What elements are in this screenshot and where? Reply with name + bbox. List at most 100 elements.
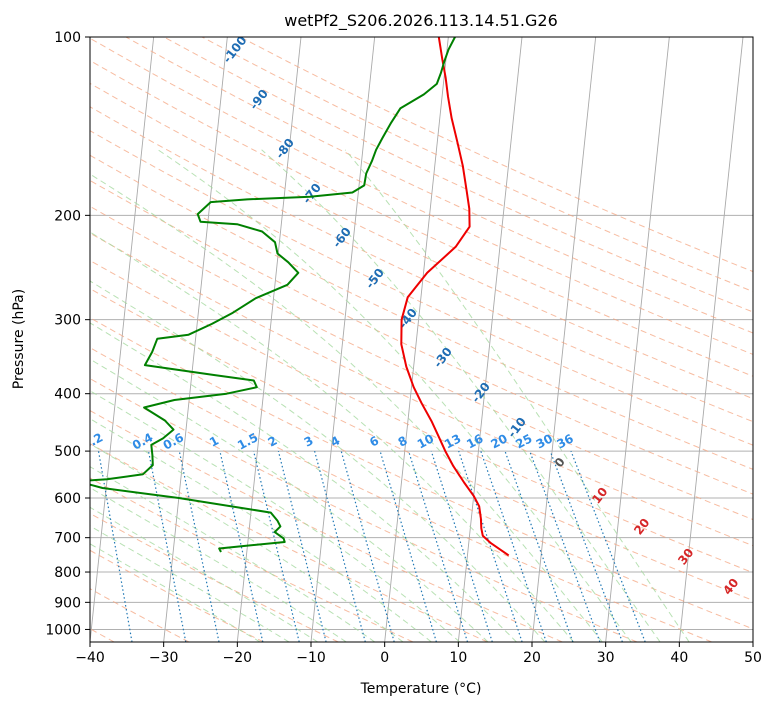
isotherm-line [605, 37, 670, 642]
mixing-ratio-line [570, 450, 646, 642]
background-line-labels: -100-90-80-70-60-50-40-30-20-100.1 0.2 0.4… [90, 33, 742, 597]
profile-series [90, 37, 510, 557]
mixing-ratio-label: 30 [534, 431, 555, 451]
mixing-ratio-label: 3 [302, 433, 316, 449]
moist-adiabat-line [90, 322, 517, 642]
mixing-ratio-line [340, 450, 395, 642]
mixing-ratio-line [458, 450, 523, 642]
mixing-ratio-line [314, 450, 366, 642]
dry-adiabat-line [90, 106, 753, 423]
mixing-ratio-label: 20 [488, 431, 509, 451]
mixing-ratio-line [430, 450, 493, 642]
dry-adiabat-line [90, 588, 190, 642]
dry-adiabat-label: -60 [330, 225, 354, 251]
moist-adiabat-line [90, 418, 432, 642]
x-tick-label: 20 [523, 650, 541, 666]
isotherm-line [531, 37, 597, 642]
moist-adiabat-label: 10 [589, 485, 610, 507]
isotherm-line [90, 37, 155, 642]
moist-adiabat-line [90, 280, 546, 642]
y-tick-label: 1000 [45, 622, 81, 638]
moist-adiabat-line [90, 173, 603, 642]
y-tick-label: 100 [54, 30, 81, 46]
dry-adiabat-line [90, 317, 753, 630]
dry-adiabat-line [90, 130, 753, 446]
dry-adiabat-line [90, 409, 563, 642]
moist-adiabat-label: 30 [675, 546, 696, 568]
mixing-ratio-label: 2 [266, 433, 280, 449]
pressure-gridlines [90, 37, 753, 630]
dry-adiabat-line [90, 232, 753, 547]
isotherm-line [236, 37, 302, 642]
dry-adiabat-label: -40 [396, 306, 420, 332]
chart-title: wetPf2_S206.2026.113.14.51.G26 [284, 11, 558, 31]
moist-adiabat-label: 20 [631, 516, 652, 538]
mixing-ratio-label: 16 [464, 431, 485, 451]
dry-adiabat-line [90, 205, 753, 521]
dry-adiabat-label: -100 [220, 33, 250, 65]
moist-adiabat-line [261, 149, 661, 642]
mixing-ratio-line [549, 450, 623, 642]
y-tick-label: 400 [54, 387, 81, 403]
mixing-ratio-label: 0.6 [161, 430, 186, 452]
y-tick-label: 300 [54, 313, 81, 329]
moist-adiabat-line [90, 231, 574, 642]
mixing-ratio-line [253, 450, 300, 642]
dry-adiabat-line [201, 37, 753, 293]
dry-adiabat-line [90, 179, 753, 495]
moist-adiabat-line [344, 149, 690, 642]
x-tick-label: 50 [744, 650, 762, 666]
dry-adiabat-line [90, 549, 264, 642]
dry-adiabat-lines [90, 37, 753, 642]
dry-adiabat-label: -20 [469, 380, 493, 406]
moist-adiabat-line [90, 390, 461, 642]
isotherm-line [752, 637, 753, 642]
y-tick-label: 700 [54, 531, 81, 547]
mixing-ratio-label: 13 [442, 431, 463, 451]
x-tick-label: 10 [449, 650, 467, 666]
mixing-ratio-label: 1 [207, 433, 221, 449]
dry-adiabat-line [90, 347, 712, 642]
mixing-ratio-line [529, 450, 601, 642]
moist-adiabat-lines [90, 149, 690, 642]
plot-frame [89, 36, 754, 643]
y-tick-label: 600 [54, 491, 81, 507]
x-tick-label: 0 [380, 650, 389, 666]
mixing-ratio-line [277, 450, 327, 642]
x-axis-ticks: −40 −30 −20 −10 0 10 20 30 40 50 [75, 642, 762, 666]
moist-adiabat-line [157, 149, 632, 642]
mixing-ratio-line [379, 450, 437, 642]
dry-adiabat-line [90, 378, 638, 642]
dry-adiabat-label: -90 [247, 87, 271, 113]
mixing-ratio-lines [97, 450, 646, 642]
mixing-ratio-label: 10 [415, 431, 436, 451]
y-tick-label: 200 [54, 208, 81, 224]
mixing-ratio-line [147, 450, 187, 642]
isotherm-line [678, 37, 744, 642]
mixing-ratio-line [480, 450, 547, 642]
mixing-ratio-label: 36 [554, 431, 575, 451]
dry-adiabat-label: -50 [363, 266, 387, 292]
y-tick-label: 900 [54, 595, 81, 611]
moist-adiabat-line [90, 525, 290, 642]
moist-adiabat-label: 0 [552, 455, 568, 470]
y-axis-ticks: 100 200 300 400 500 600 700 800 900 1000 [45, 30, 90, 638]
y-tick-label: 500 [54, 444, 81, 460]
mixing-ratio-label: 1.5 [235, 430, 260, 452]
temperature-line [400, 37, 510, 557]
x-axis-label: Temperature (°C) [360, 681, 482, 697]
isotherm-line [163, 37, 228, 642]
x-tick-label: 40 [670, 650, 688, 666]
x-tick-label: −30 [149, 650, 179, 666]
moist-adiabat-line [90, 487, 347, 642]
mixing-ratio-label: 4 [328, 433, 342, 449]
dry-adiabat-line [90, 512, 339, 642]
dry-adiabat-label: -30 [431, 345, 455, 371]
mixing-ratio-line [178, 450, 220, 642]
isotherm-line [457, 37, 523, 642]
x-tick-label: 30 [597, 650, 615, 666]
mixing-ratio-line [408, 450, 469, 642]
x-tick-label: −40 [75, 650, 105, 666]
dry-adiabat-line [125, 37, 753, 334]
